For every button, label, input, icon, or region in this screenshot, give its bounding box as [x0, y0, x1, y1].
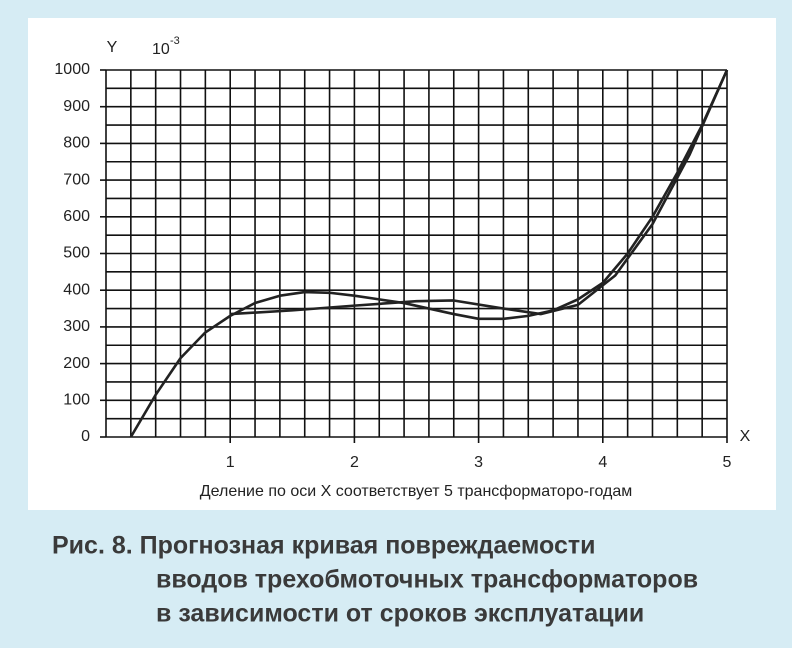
y-axis-label: Y [107, 39, 118, 56]
y-unit-exponent: -3 [170, 35, 180, 47]
caption-line: в зависимости от сроков эксплуатации [156, 600, 644, 628]
y-tick-label: 100 [63, 392, 90, 409]
y-tick-label: 300 [63, 318, 90, 335]
data-line [129, 69, 729, 438]
chart-panel [28, 18, 776, 510]
x-axis-label: X [740, 428, 751, 445]
caption-line: вводов трехобмоточных трансформаторов [156, 566, 698, 594]
y-tick-label: 600 [63, 208, 90, 225]
caption-line: Рис. 8. Прогнозная кривая повреждаемости [52, 532, 595, 560]
x-tick-label: 2 [350, 454, 359, 471]
x-tick-label: 5 [723, 454, 732, 471]
y-tick-label: 900 [63, 98, 90, 115]
y-tick-label: 800 [63, 135, 90, 152]
x-tick-label: 1 [226, 454, 235, 471]
y-tick-label: 500 [63, 245, 90, 262]
y-unit-base: 10 [152, 41, 170, 58]
y-tick-label: 200 [63, 355, 90, 372]
data-line [230, 69, 729, 316]
y-tick-label: 700 [63, 171, 90, 188]
x-tick-label: 4 [598, 454, 607, 471]
y-tick-label: 0 [81, 428, 90, 445]
x-note: Деление по оси X соответствует 5 трансфо… [200, 483, 632, 500]
x-tick-label: 3 [474, 454, 483, 471]
y-tick-label: 1000 [54, 61, 90, 78]
y-tick-label: 400 [63, 281, 90, 298]
